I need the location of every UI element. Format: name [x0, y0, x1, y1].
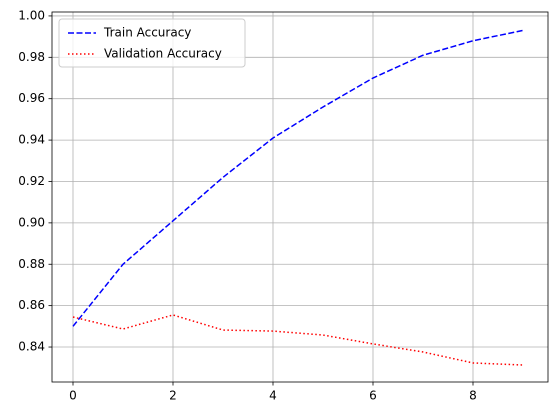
legend: Train Accuracy Validation Accuracy — [58, 18, 246, 68]
y-tick-label: 0.94 — [18, 133, 45, 147]
x-tick-label: 0 — [69, 389, 77, 403]
y-tick-label: 1.00 — [18, 8, 45, 22]
series-line — [72, 314, 524, 366]
x-tick-label: 8 — [469, 389, 477, 403]
y-tick-label: 0.88 — [18, 257, 45, 271]
x-tick-label: 6 — [369, 389, 377, 403]
y-tick-label: 0.90 — [18, 215, 45, 229]
legend-label: Train Accuracy — [103, 26, 191, 40]
y-tick-label: 0.86 — [18, 298, 45, 312]
y-tick-label: 0.84 — [18, 340, 45, 354]
y-tick-label: 0.98 — [18, 50, 45, 64]
axes-frame — [51, 11, 549, 383]
x-tick-label: 2 — [169, 389, 177, 403]
legend-label: Validation Accuracy — [104, 47, 222, 61]
y-tick-label: 0.92 — [18, 174, 45, 188]
y-tick-label: 0.96 — [18, 91, 45, 105]
x-tick-label: 4 — [269, 389, 277, 403]
series-line — [72, 29, 524, 327]
legend-box — [58, 18, 246, 68]
